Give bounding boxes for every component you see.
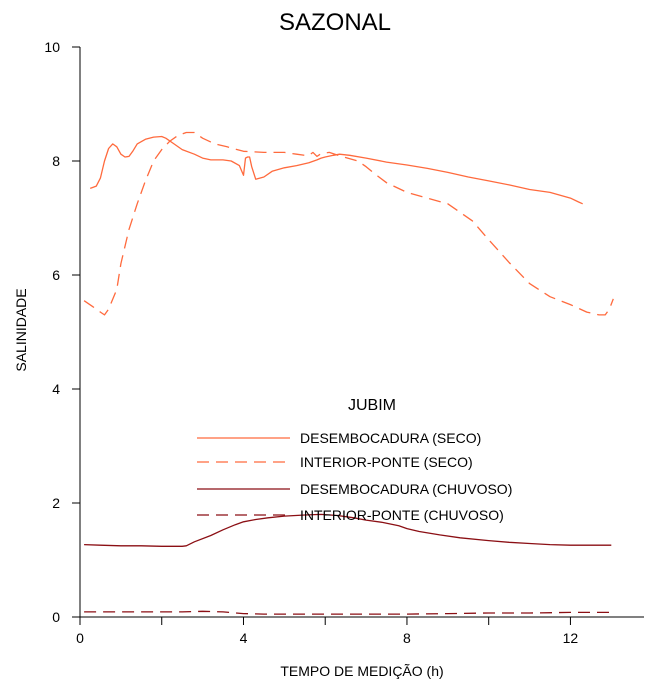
series-line-4 xyxy=(84,610,612,615)
series-layer xyxy=(83,131,614,615)
y-tick-label: 0 xyxy=(52,609,60,625)
legend-label-2: INTERIOR-PONTE (SECO) xyxy=(300,454,473,470)
x-tick-label: 12 xyxy=(563,630,579,646)
legend-label-3: DESEMBOCADURA (CHUVOSO) xyxy=(300,481,512,497)
x-axis-label: TEMPO DE MEDIÇÃO (h) xyxy=(280,663,443,679)
series-line-1 xyxy=(89,135,583,205)
y-tick-label: 6 xyxy=(52,267,60,283)
legend-label-4: INTERIOR-PONTE (CHUVOSO) xyxy=(300,507,504,523)
x-tick-label: 8 xyxy=(403,630,411,646)
legend-title: JUBIM xyxy=(348,397,396,414)
y-axis-label: SALINIDADE xyxy=(13,288,29,371)
series-line-3 xyxy=(84,513,612,547)
y-tick-label: 10 xyxy=(44,39,60,55)
y-tick-label: 4 xyxy=(52,381,60,397)
y-tick-label: 8 xyxy=(52,153,60,169)
y-tick-label: 2 xyxy=(52,495,60,511)
axes: 0 2 4 6 8 10 0 4 8 12 xyxy=(44,39,644,646)
series-line-2 xyxy=(83,131,614,316)
legend: JUBIM DESEMBOCADURA (SECO) INTERIOR-PONTE… xyxy=(197,397,512,523)
chart-title: SAZONAL xyxy=(279,9,391,36)
x-tick-label: 0 xyxy=(76,630,84,646)
x-tick-label: 4 xyxy=(240,630,248,646)
legend-label-1: DESEMBOCADURA (SECO) xyxy=(300,430,481,446)
